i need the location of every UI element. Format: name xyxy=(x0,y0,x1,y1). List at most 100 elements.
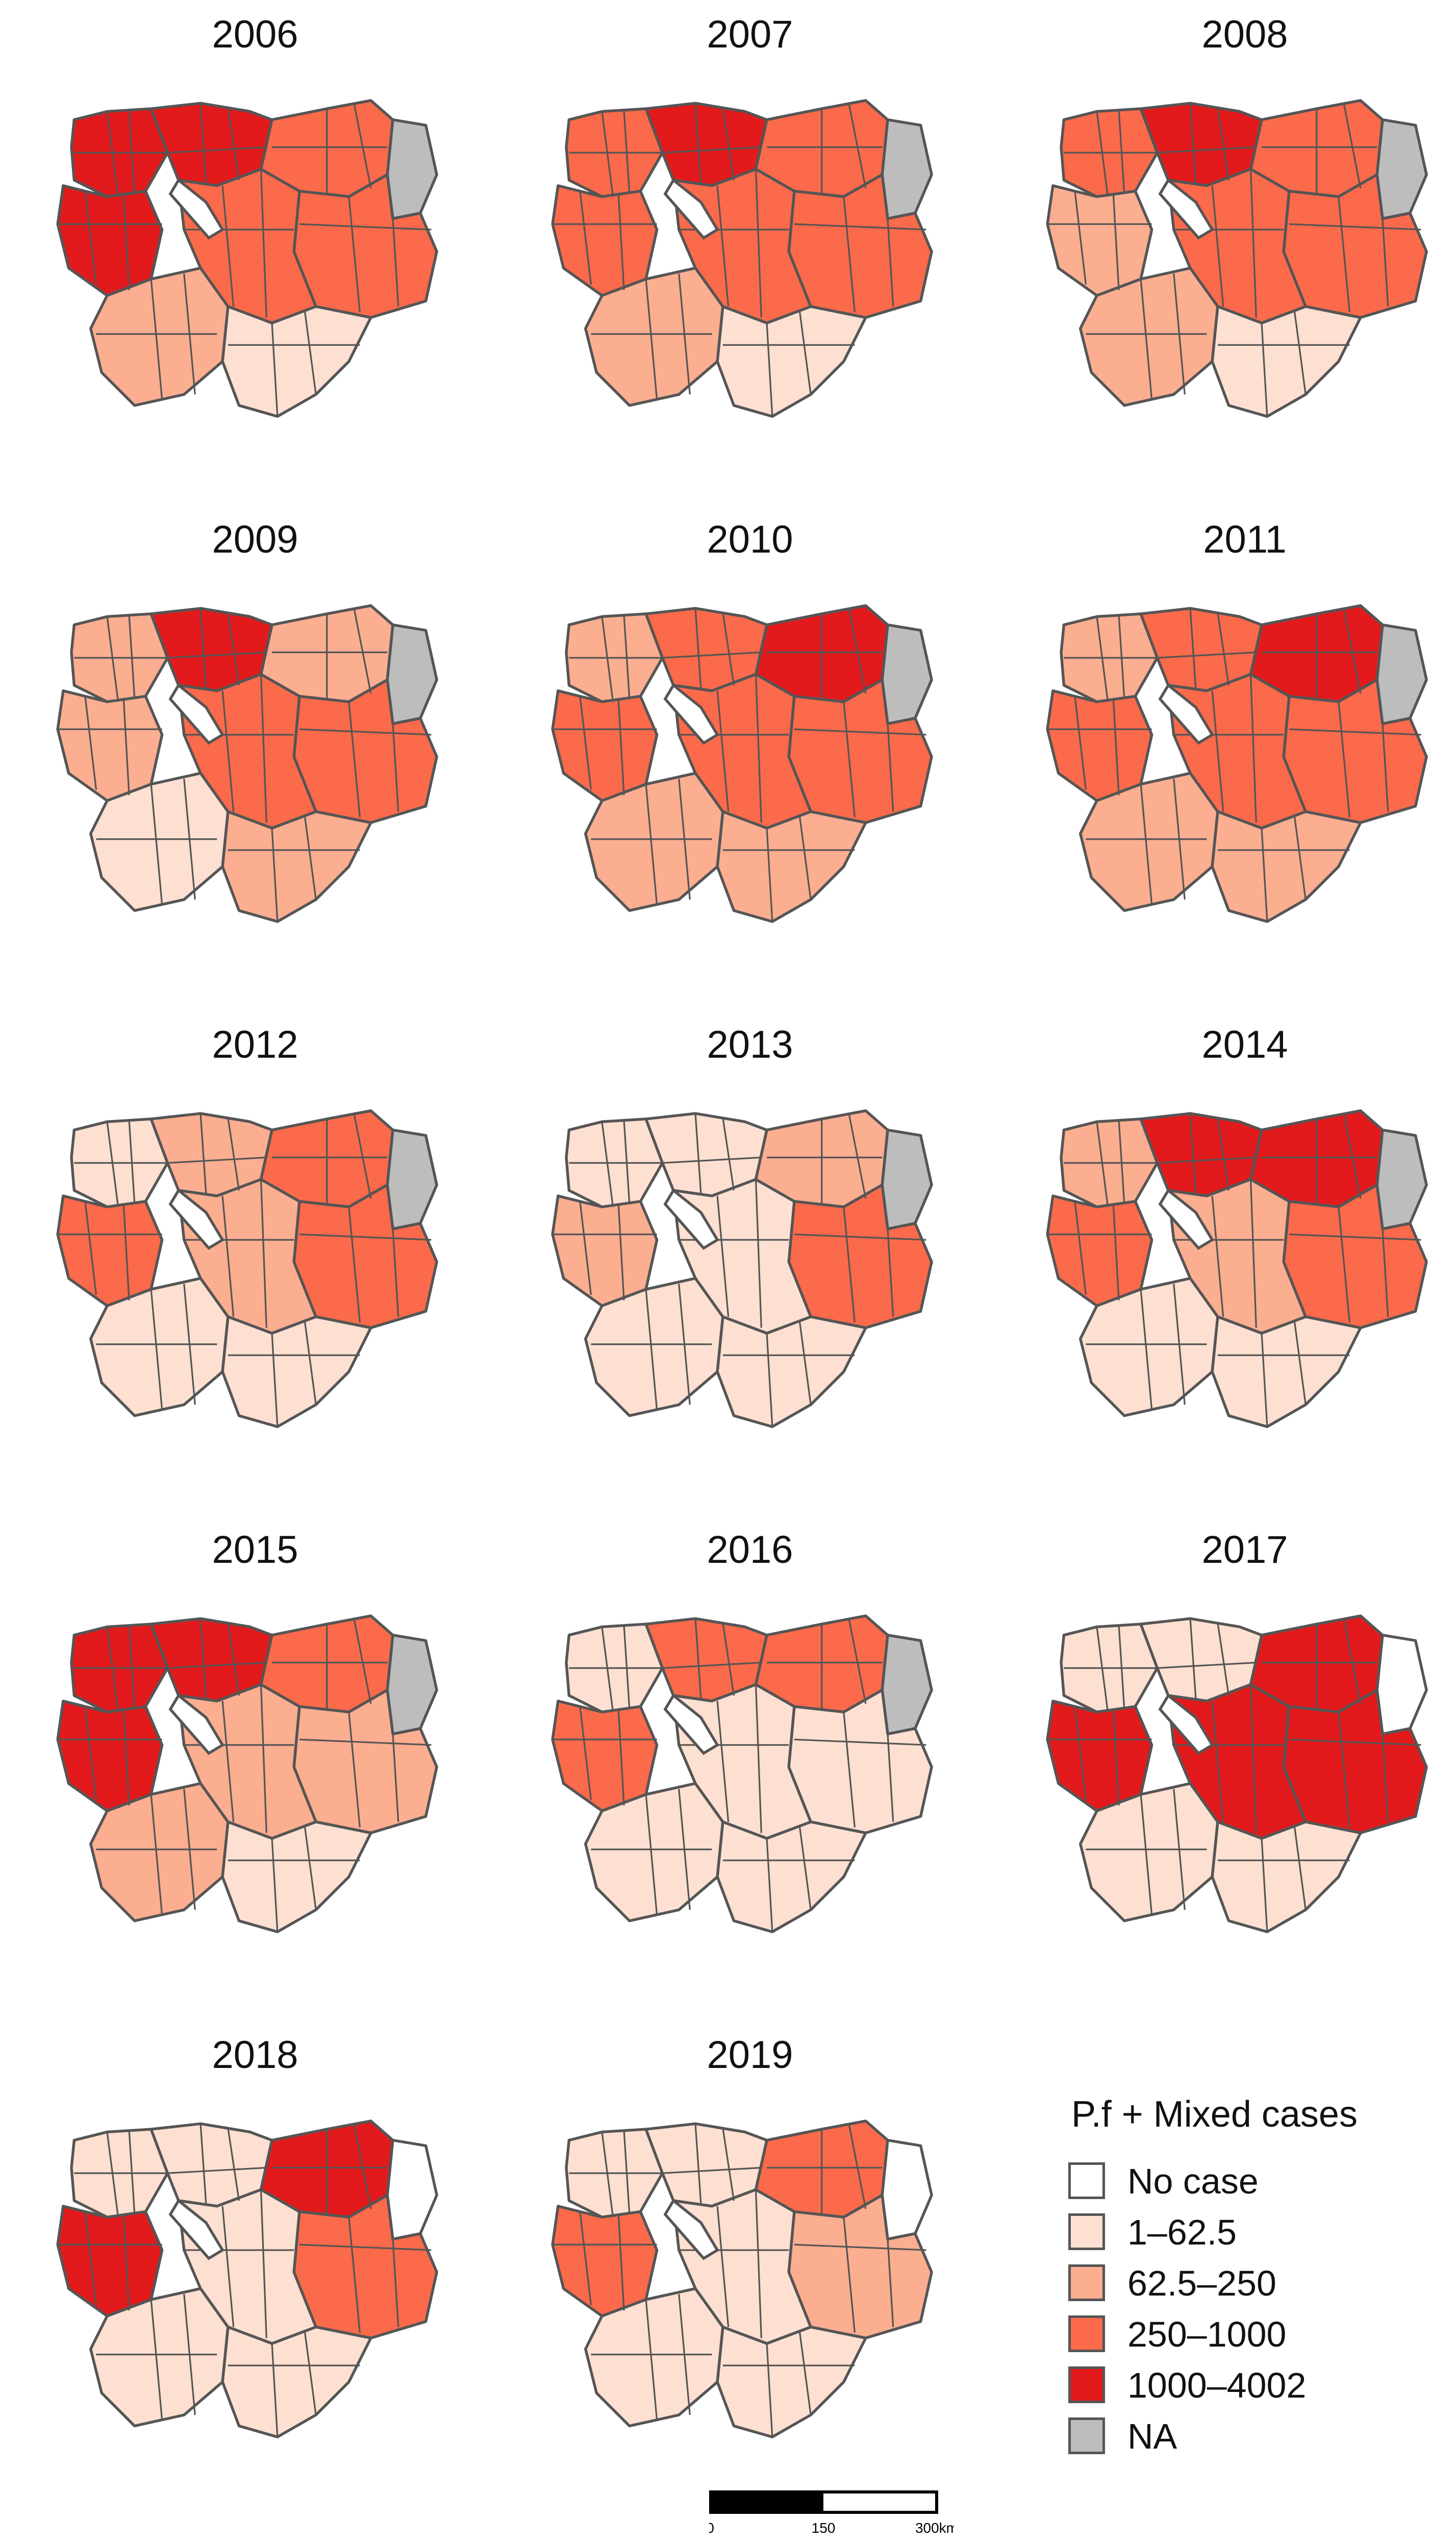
district-south xyxy=(221,1315,372,1428)
map-title-2009: 2009 xyxy=(212,518,298,561)
lake xyxy=(663,683,719,745)
district-boundary xyxy=(84,1706,97,1800)
district-boundary xyxy=(1217,612,1230,686)
district-boundary xyxy=(617,193,625,290)
district-boundary xyxy=(392,1734,399,1822)
district-boundary xyxy=(1140,1289,1153,1410)
district-boundary xyxy=(122,1204,130,1301)
district-boundary xyxy=(887,1734,894,1822)
district-boundary xyxy=(799,817,812,900)
district-boundary xyxy=(645,1289,658,1410)
district-boundary xyxy=(1096,1627,1109,1712)
district-na xyxy=(386,623,438,726)
district-boundary xyxy=(1157,1156,1257,1164)
district-na xyxy=(881,623,933,726)
map-2013 xyxy=(551,1109,933,1428)
district-boundary xyxy=(617,2214,625,2311)
district-boundary xyxy=(106,1627,119,1712)
map-2010 xyxy=(551,604,933,923)
district-na xyxy=(1375,1633,1428,1736)
district-boundary xyxy=(221,185,235,307)
district-boundary xyxy=(1382,1734,1389,1822)
district-boundary xyxy=(183,1284,196,1405)
district-boundary xyxy=(348,702,361,817)
map-title-2018: 2018 xyxy=(212,2033,298,2077)
lake xyxy=(1158,1693,1214,1755)
legend-label-1000-4002: 1000–4002 xyxy=(1127,2365,1307,2405)
district-boundary xyxy=(1173,1789,1186,1910)
district-boundary xyxy=(106,111,119,197)
district-boundary xyxy=(694,1113,702,1193)
district-south xyxy=(1211,305,1362,418)
map-title-2017: 2017 xyxy=(1201,1528,1288,1572)
district-boundary xyxy=(722,612,735,686)
map-2014 xyxy=(1046,1109,1428,1428)
district-boundary xyxy=(766,828,773,922)
legend-title: P.f + Mixed cases xyxy=(1071,2094,1358,2135)
district-boundary xyxy=(1249,674,1257,823)
district-boundary xyxy=(579,191,592,285)
district-boundary xyxy=(1096,616,1109,702)
district-boundary xyxy=(601,1627,614,1712)
district-boundary xyxy=(722,2128,735,2201)
lake xyxy=(168,178,224,240)
district-boundary xyxy=(1074,1201,1087,1295)
district-boundary xyxy=(1211,1701,1224,1822)
district-west xyxy=(551,1194,659,1307)
district-boundary xyxy=(150,1289,163,1410)
district-na xyxy=(1375,118,1428,220)
district-boundary xyxy=(887,2239,894,2327)
district-boundary xyxy=(579,2211,592,2305)
map-title-2016: 2016 xyxy=(707,1528,793,1572)
district-boundary xyxy=(601,111,614,197)
district-south xyxy=(221,810,372,923)
district-boundary xyxy=(106,616,119,702)
district-boundary xyxy=(260,169,267,318)
district-boundary xyxy=(122,193,130,290)
district-boundary xyxy=(106,1121,119,1207)
district-boundary xyxy=(392,2239,399,2327)
district-boundary xyxy=(755,169,762,318)
map-2008 xyxy=(1046,99,1428,418)
scale-bar: 0 150 300km xyxy=(709,2490,954,2536)
district-boundary xyxy=(1217,107,1230,181)
scale-tick-150: 150 xyxy=(812,2520,836,2536)
map-2006 xyxy=(56,99,438,418)
legend-key-1000-4002 xyxy=(1068,2366,1105,2403)
district-boundary xyxy=(1173,779,1186,900)
district-west xyxy=(56,1194,164,1307)
district-boundary xyxy=(1338,1712,1350,1828)
map-2009 xyxy=(56,604,438,923)
lake xyxy=(663,1693,719,1755)
district-boundary xyxy=(794,223,926,231)
district-boundary xyxy=(122,1709,130,1806)
lake xyxy=(168,1188,224,1250)
district-boundary xyxy=(260,2189,267,2338)
district-south xyxy=(716,810,867,923)
district-south xyxy=(1211,1820,1362,1933)
district-boundary xyxy=(167,1156,267,1164)
district-west xyxy=(56,184,164,297)
district-boundary xyxy=(662,2166,762,2174)
district-boundary xyxy=(694,103,702,183)
district-west xyxy=(1046,1700,1153,1812)
district-boundary xyxy=(199,2124,207,2204)
district-west xyxy=(56,689,164,802)
district-boundary xyxy=(199,1618,207,1699)
district-boundary xyxy=(1211,690,1224,812)
district-boundary xyxy=(694,2124,702,2204)
district-boundary xyxy=(1289,1233,1421,1241)
district-boundary xyxy=(766,2343,773,2437)
district-boundary xyxy=(271,1333,279,1427)
district-boundary xyxy=(299,728,432,736)
district-na xyxy=(881,2138,933,2241)
map-title-2014: 2014 xyxy=(1201,1023,1288,1066)
legend-label-no-case: No case xyxy=(1127,2161,1259,2201)
district-boundary xyxy=(1189,103,1197,183)
district-na xyxy=(881,118,933,220)
lake xyxy=(663,2199,719,2260)
lake xyxy=(168,683,224,745)
district-boundary xyxy=(260,1684,267,1833)
district-boundary xyxy=(271,1838,279,1932)
district-west xyxy=(551,1700,659,1812)
